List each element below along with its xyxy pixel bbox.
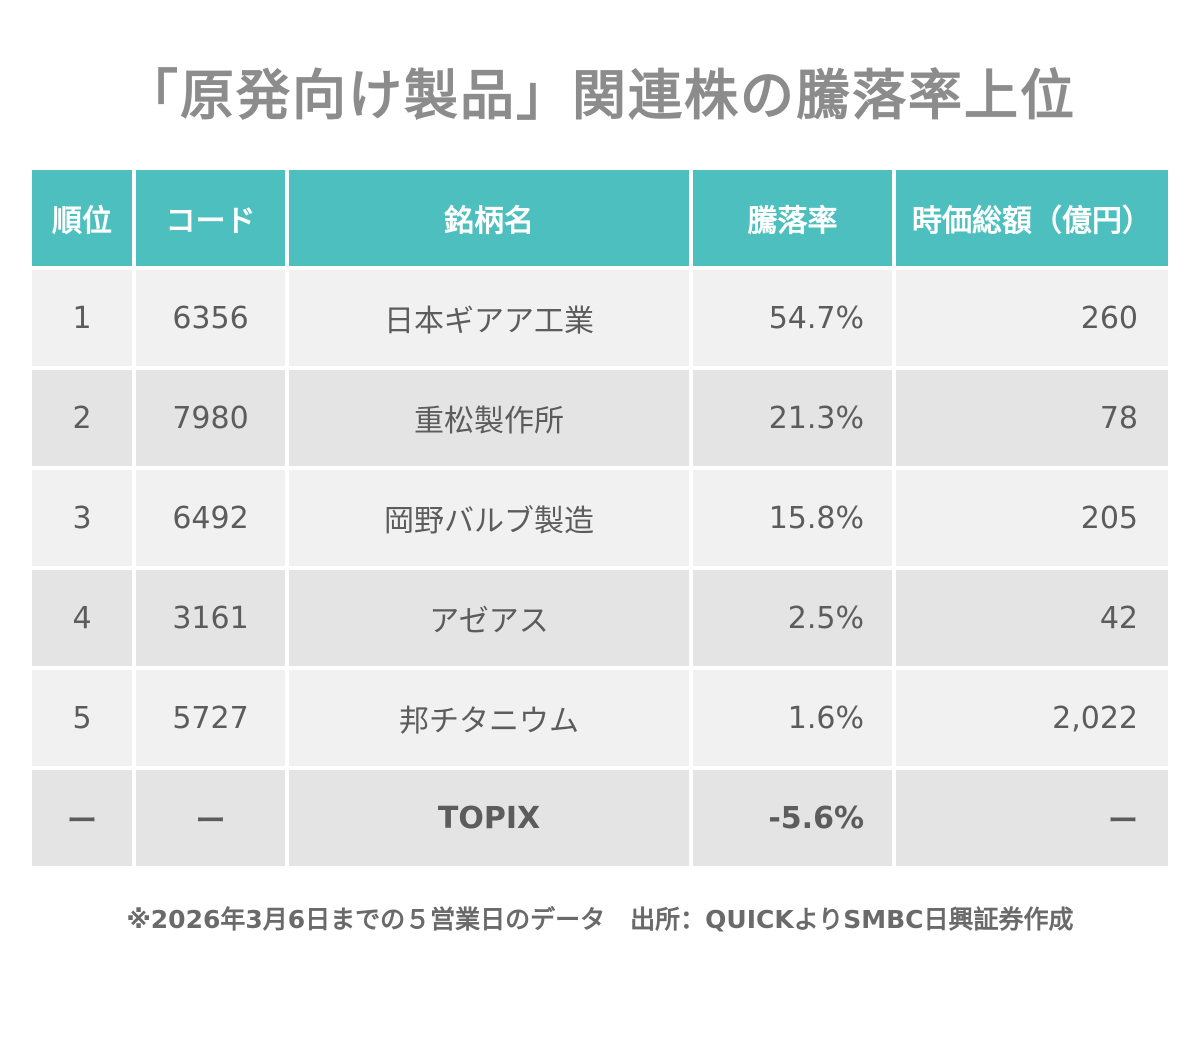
code-cell: 6492: [136, 470, 285, 566]
header-code: コード: [136, 170, 285, 266]
market-cap-cell: 260: [896, 270, 1168, 366]
table-row: 5 5727 邦チタニウム 1.6% 2,022: [32, 670, 1168, 766]
data-table: 順位 コード 銘柄名 騰落率 時価総額（億円） 1 6356 日本ギアア工業 5…: [32, 170, 1168, 870]
table-row: 1 6356 日本ギアア工業 54.7% 260: [32, 270, 1168, 366]
code-cell: 3161: [136, 570, 285, 666]
name-cell: 日本ギアア工業: [289, 270, 689, 366]
market-cap-cell: 2,022: [896, 670, 1168, 766]
code-cell: 7980: [136, 370, 285, 466]
code-cell: ー: [136, 770, 285, 866]
name-cell: 邦チタニウム: [289, 670, 689, 766]
name-cell: 岡野バルブ製造: [289, 470, 689, 566]
code-cell: 5727: [136, 670, 285, 766]
rank-cell: 4: [32, 570, 132, 666]
header-market-cap: 時価総額（億円）: [896, 170, 1168, 266]
header-rank: 順位: [32, 170, 132, 266]
code-cell: 6356: [136, 270, 285, 366]
market-cap-cell: 205: [896, 470, 1168, 566]
market-cap-cell: 78: [896, 370, 1168, 466]
rank-cell: 5: [32, 670, 132, 766]
table-row: 4 3161 アゼアス 2.5% 42: [32, 570, 1168, 666]
market-cap-cell: ー: [896, 770, 1168, 866]
rate-cell: 21.3%: [693, 370, 892, 466]
rate-cell: -5.6%: [693, 770, 892, 866]
name-cell: TOPIX: [289, 770, 689, 866]
name-cell: アゼアス: [289, 570, 689, 666]
table-row: 3 6492 岡野バルブ製造 15.8% 205: [32, 470, 1168, 566]
name-cell: 重松製作所: [289, 370, 689, 466]
rate-cell: 2.5%: [693, 570, 892, 666]
rank-cell: 1: [32, 270, 132, 366]
rank-cell: 2: [32, 370, 132, 466]
header-name: 銘柄名: [289, 170, 689, 266]
table-row-benchmark: ー ー TOPIX -5.6% ー: [32, 770, 1168, 866]
rank-cell: ー: [32, 770, 132, 866]
market-cap-cell: 42: [896, 570, 1168, 666]
header-rate: 騰落率: [693, 170, 892, 266]
rate-cell: 1.6%: [693, 670, 892, 766]
rate-cell: 54.7%: [693, 270, 892, 366]
table-header-row: 順位 コード 銘柄名 騰落率 時価総額（億円）: [32, 170, 1168, 266]
table-row: 2 7980 重松製作所 21.3% 78: [32, 370, 1168, 466]
rank-cell: 3: [32, 470, 132, 566]
rate-cell: 15.8%: [693, 470, 892, 566]
chart-title: 「原発向け製品」関連株の騰落率上位: [124, 64, 1076, 127]
source-note: ※2026年3月6日までの５営業日のデータ 出所：QUICKよりSMBC日興証券…: [126, 905, 1074, 934]
